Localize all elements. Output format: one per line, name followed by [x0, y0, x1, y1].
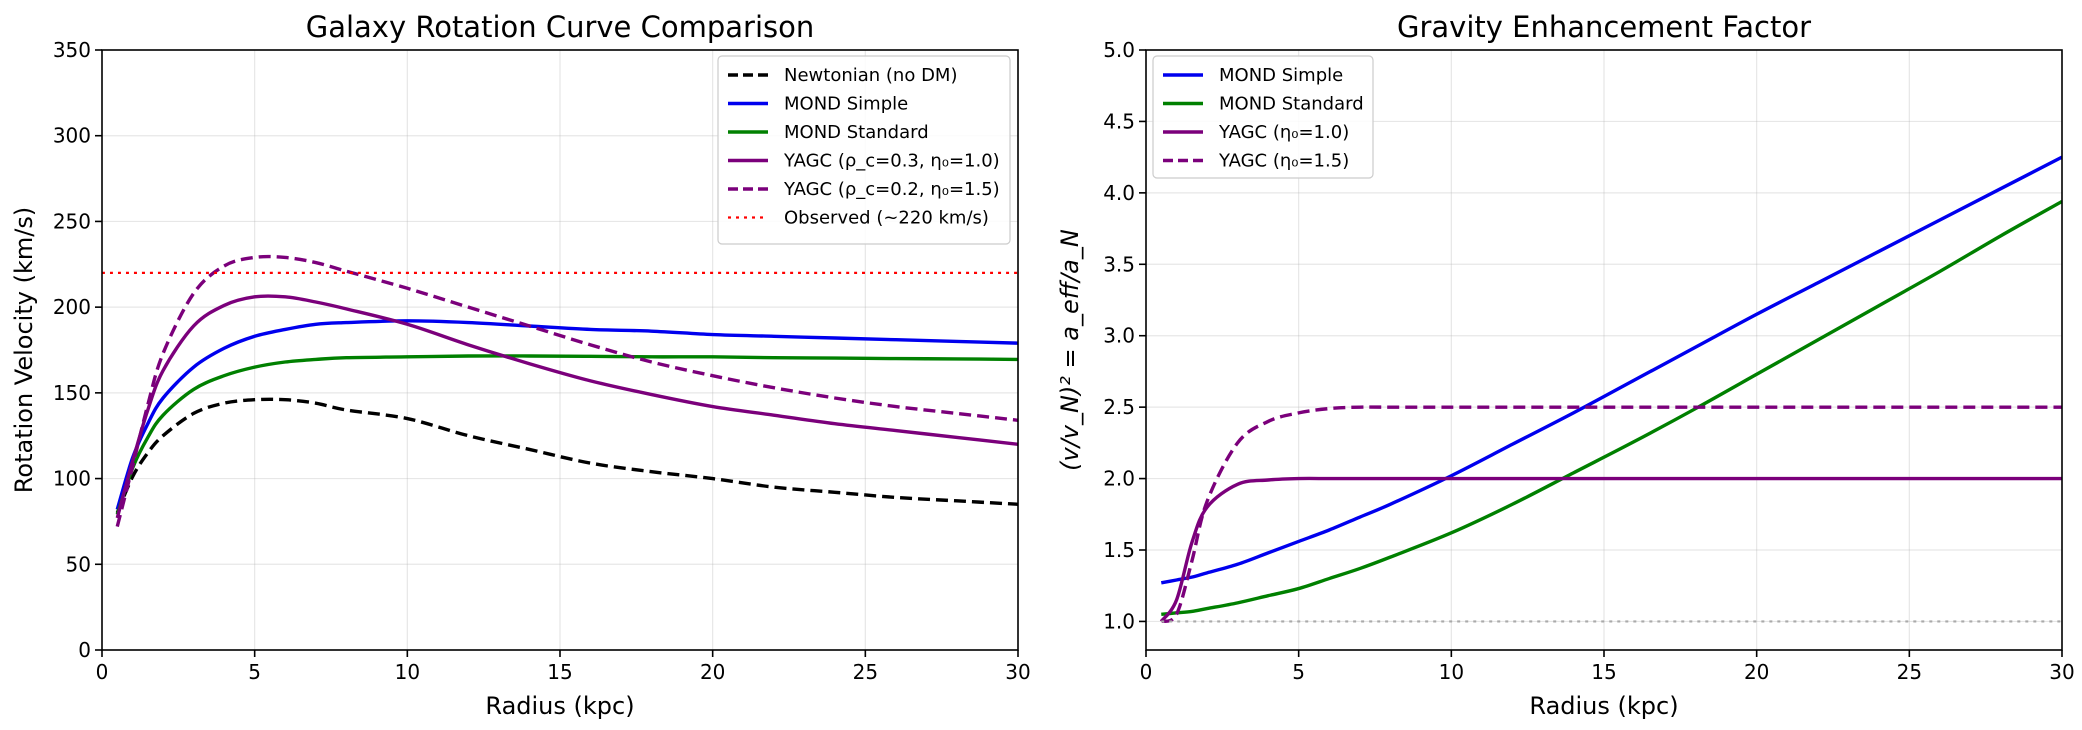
x-axis-label: Radius (kpc)	[485, 692, 634, 720]
legend-box	[1152, 55, 1374, 179]
series-line-mond-simple	[115, 319, 1018, 510]
y-tick-label: 3.5	[1103, 252, 1135, 276]
legend-label-yagc-0-1-5: YAGC (η₀=1.5)	[1218, 151, 1349, 172]
y-tick-label: 50	[66, 552, 91, 576]
x-tick-label: 0	[1140, 660, 1153, 684]
series-line-yagc-c-0-3-0-1-0	[115, 294, 1018, 519]
y-tick-label: 350	[53, 38, 91, 62]
enhancement-factor-panel: 0 5 10 15 20 25 301.01.52.02.53.03.54.04.55.0 …	[1056, 10, 2075, 720]
axes-frame	[1145, 49, 2063, 651]
axis-ticks: 0 5 10 15 20 25 30 1.0 1.5 2.0 2.5 3.0 3.5 4.0 4.5 5.0	[1103, 38, 2075, 684]
chart-title: Gravity Enhancement Factor	[1397, 10, 1811, 44]
x-tick-label: 20	[700, 660, 725, 684]
legend-label-mond-standard: MOND Standard	[1219, 94, 1364, 115]
y-tick-label: 0	[78, 638, 91, 662]
chart-title: Galaxy Rotation Curve Comparison	[306, 10, 815, 44]
series-line-yagc-0-1-0	[1159, 476, 2062, 623]
x-tick-label: 30	[1005, 660, 1030, 684]
legend-label-yagc-c-0-2-0-1-5: YAGC (ρ_c=0.2, η₀=1.5)	[783, 179, 1000, 200]
legend-label-mond-simple: MOND Simple	[1219, 65, 1343, 86]
x-tick-label: 15	[1591, 660, 1616, 684]
series-line-mond-simple	[1160, 155, 2062, 585]
y-tick-label: 200	[53, 295, 91, 319]
x-tick-label: 5	[1292, 660, 1305, 684]
legend-label-mond-standard: MOND Standard	[784, 122, 929, 143]
x-tick-label: 0	[96, 660, 109, 684]
legend-label-newtonian-no-dm: Newtonian (no DM)	[784, 65, 957, 86]
y-axis-label: (v/v_N)² = a_eff/a_N	[1056, 229, 1084, 471]
y-tick-label: 3.0	[1103, 324, 1135, 348]
y-tick-label: 150	[53, 381, 91, 405]
legend-label-mond-simple: MOND Simple	[784, 94, 908, 115]
x-tick-label: 10	[395, 660, 420, 684]
y-tick-label: 300	[53, 124, 91, 148]
series-line-mond-standard	[1161, 199, 2062, 616]
x-tick-label: 5	[248, 660, 261, 684]
series-lines	[102, 254, 1018, 527]
x-tick-label: 10	[1439, 660, 1464, 684]
legend-label-yagc-c-0-3-0-1-0: YAGC (ρ_c=0.3, η₀=1.0)	[783, 151, 1000, 172]
y-tick-label: 4.5	[1103, 109, 1135, 133]
y-tick-label: 250	[53, 209, 91, 233]
axes-frame	[101, 49, 1019, 651]
legend-label-yagc-0-1-0: YAGC (η₀=1.0)	[1218, 122, 1349, 143]
y-tick-label: 100	[53, 467, 91, 491]
y-axis-label: Rotation Velocity (km/s)	[10, 207, 38, 493]
x-tick-label: 25	[1897, 660, 1922, 684]
series-line-yagc-0-1-5	[1160, 405, 2062, 624]
x-axis-label: Radius (kpc)	[1529, 692, 1678, 720]
y-tick-label: 4.0	[1103, 181, 1135, 205]
y-tick-label: 2.0	[1103, 467, 1135, 491]
y-tick-label: 5.0	[1103, 38, 1135, 62]
series-line-mond-standard	[115, 354, 1018, 516]
y-tick-label: 1.5	[1103, 538, 1135, 562]
series-line-yagc-c-0-2-0-1-5	[115, 254, 1018, 527]
series-lines	[1159, 155, 2062, 624]
legend-label-observed-220-km-s: Observed (~220 km/s)	[784, 208, 989, 229]
y-tick-label: 1.0	[1103, 609, 1135, 633]
y-tick-label: 2.5	[1103, 395, 1135, 419]
x-tick-label: 25	[853, 660, 878, 684]
legend: MOND Simple MOND Standard YAGC (η₀=1.0) YAG…	[1152, 55, 1374, 179]
legend: Newtonian (no DM) MOND Simple MOND Standar…	[717, 55, 1011, 245]
x-tick-label: 30	[2049, 660, 2074, 684]
x-tick-label: 15	[547, 660, 572, 684]
legend-box	[717, 55, 1011, 245]
series-line-newtonian-no-dm	[115, 397, 1018, 514]
x-tick-label: 20	[1744, 660, 1769, 684]
